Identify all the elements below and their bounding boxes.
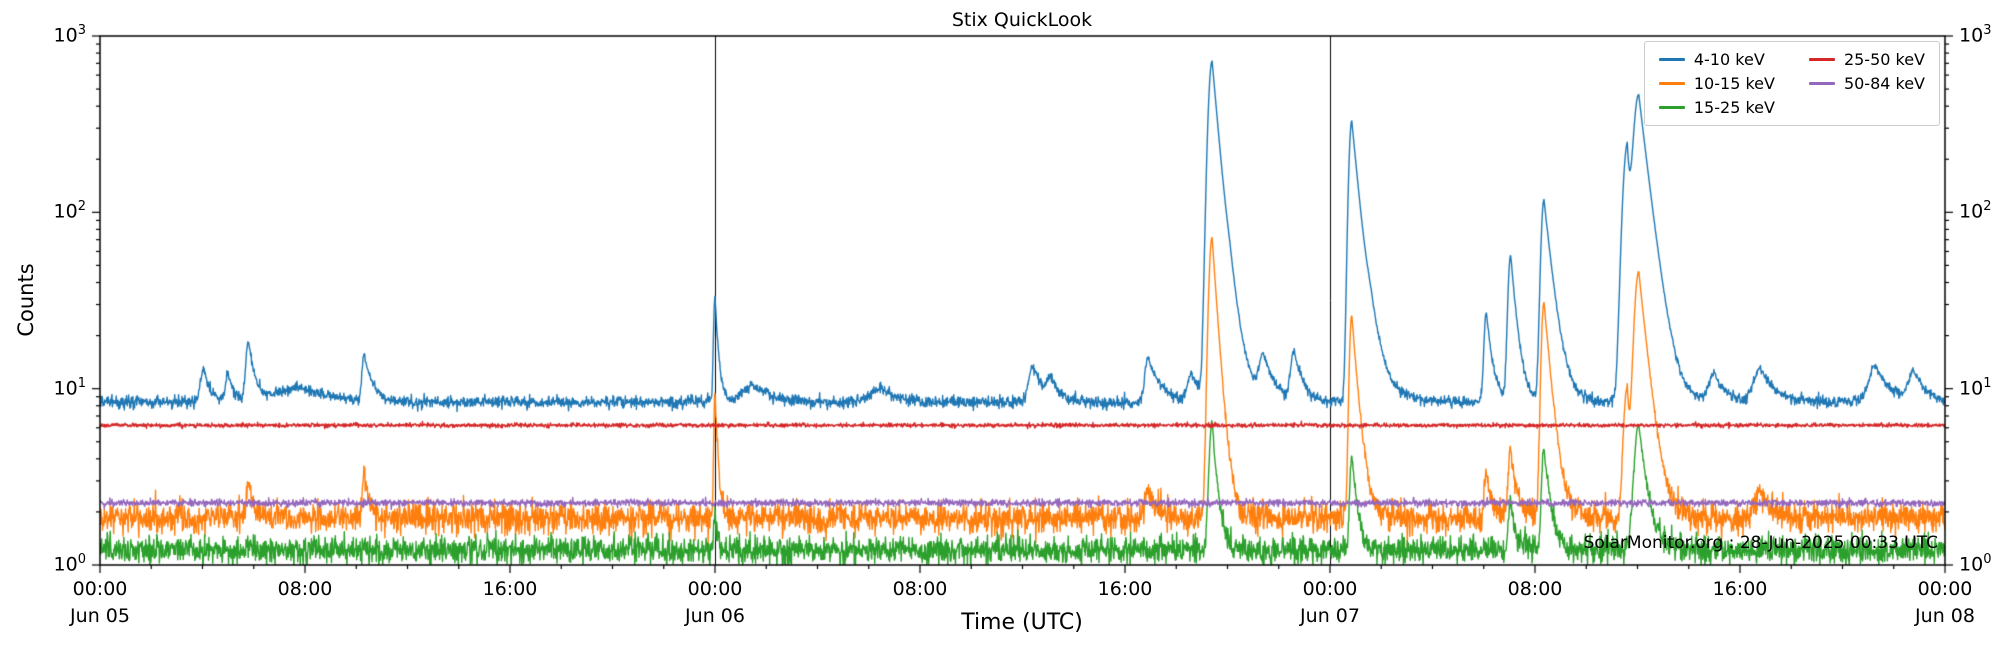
- x-tick-time: 08:00: [277, 578, 333, 600]
- x-tick-date: Jun 08: [1915, 604, 1975, 627]
- x-axis-label: Time (UTC): [961, 610, 1083, 635]
- y-tick-label-left: 101: [53, 375, 86, 400]
- legend-item-50-84-kev: 50-84 keV: [1808, 74, 1925, 93]
- y-tick-label-left: 103: [53, 23, 86, 47]
- x-tick-date: Jun 07: [1300, 604, 1360, 627]
- legend-line-swatch: [1808, 58, 1835, 61]
- legend-label: 10-15 keV: [1693, 74, 1775, 93]
- y-tick-label-left: 100: [53, 552, 86, 576]
- chart-title: Stix QuickLook: [951, 9, 1093, 31]
- x-tick-label: 08:00: [893, 576, 948, 603]
- y-tick-label-left: 102: [53, 199, 86, 223]
- legend-label: 15-25 keV: [1693, 98, 1775, 117]
- x-tick-label: 08:00: [278, 576, 333, 603]
- x-tick-label: 16:00: [483, 576, 538, 603]
- legend-label: 4-10 keV: [1693, 50, 1765, 69]
- legend-line-swatch: [1658, 82, 1685, 85]
- legend-label: 25-50 keV: [1843, 50, 1925, 69]
- x-tick-label: 16:00: [1098, 576, 1153, 603]
- x-tick-label: 00:00 Jun 05: [70, 576, 130, 629]
- legend-item-10-15-kev: 10-15 keV: [1658, 74, 1775, 93]
- y-tick-label-right: 100: [1959, 552, 1992, 576]
- x-tick-time: 16:00: [1712, 578, 1768, 600]
- x-tick-time: 08:00: [892, 578, 948, 600]
- x-tick-date: Jun 05: [70, 604, 130, 627]
- legend-line-swatch: [1658, 106, 1685, 109]
- x-tick-time: 00:00: [1302, 578, 1358, 600]
- x-tick-time: 00:00: [1917, 578, 1973, 600]
- y-axis-label: Counts: [14, 263, 38, 337]
- watermark-annotation: SolarMonitor.org : 28-Jun-2025 00:33 UTC: [1583, 533, 1938, 553]
- x-tick-time: 00:00: [687, 578, 743, 600]
- y-tick-label-right: 101: [1959, 375, 1992, 400]
- y-tick-label-right: 103: [1959, 23, 1992, 47]
- legend-line-swatch: [1658, 58, 1685, 61]
- x-tick-date: Jun 06: [685, 604, 745, 627]
- legend: 4-10 keV 10-15 keV 15-25 keV 25-50 keV 50-84…: [1643, 41, 1940, 126]
- y-tick-label-right: 102: [1959, 199, 1992, 223]
- legend-label: 50-84 keV: [1843, 74, 1925, 93]
- x-tick-label: 16:00: [1713, 576, 1768, 603]
- x-tick-time: 00:00: [72, 578, 128, 600]
- x-tick-time: 16:00: [1097, 578, 1153, 600]
- x-tick-label: 00:00 Jun 08: [1915, 576, 1975, 629]
- x-tick-time: 16:00: [482, 578, 538, 600]
- x-tick-time: 08:00: [1507, 578, 1563, 600]
- legend-item-4-10-kev: 4-10 keV: [1658, 50, 1775, 69]
- x-tick-label: 08:00: [1508, 576, 1563, 603]
- legend-item-25-50-kev: 25-50 keV: [1808, 50, 1925, 69]
- x-tick-label: 00:00 Jun 06: [685, 576, 745, 629]
- x-tick-label: 00:00 Jun 07: [1300, 576, 1360, 629]
- legend-line-swatch: [1808, 82, 1835, 85]
- legend-item-15-25-kev: 15-25 keV: [1658, 98, 1775, 117]
